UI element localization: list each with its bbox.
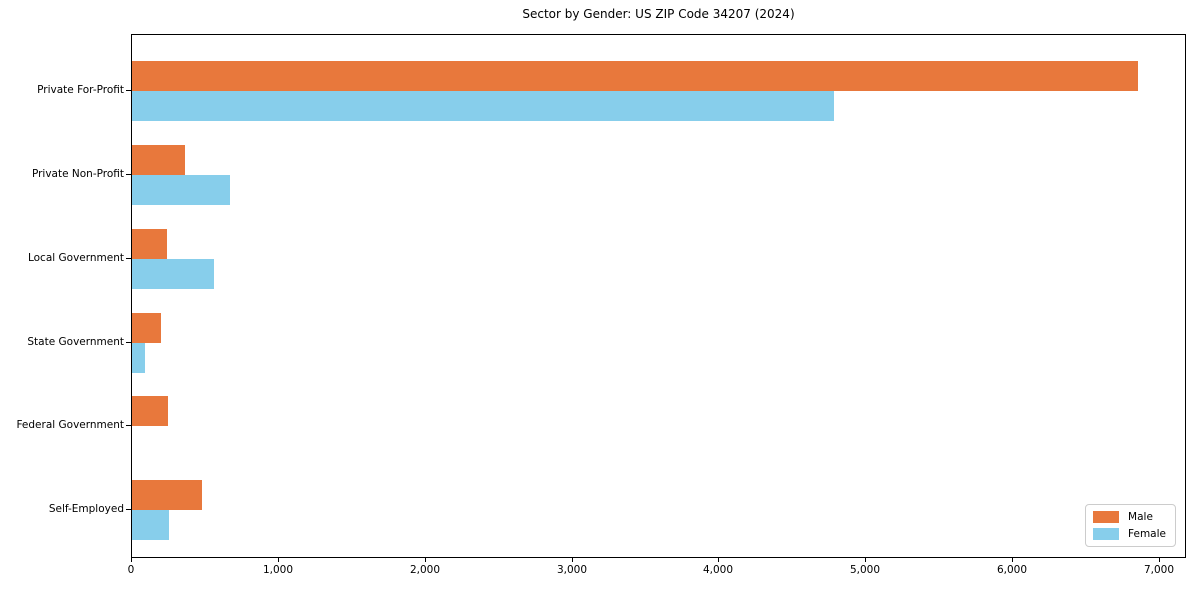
ytick-label-state-government: State Government [27, 336, 124, 348]
ytick-mark-state-government [126, 342, 131, 343]
xtick-label-1000: 1,000 [262, 564, 294, 576]
xtick-label-4000: 4,000 [702, 564, 734, 576]
xtick-label-6000: 6,000 [996, 564, 1028, 576]
ytick-mark-local-government [126, 258, 131, 259]
bar-female-local-government [132, 259, 214, 289]
plot-area: Male Female [131, 34, 1186, 558]
xtick-mark-3000 [572, 558, 573, 562]
xtick-label-5000: 5,000 [849, 564, 881, 576]
bar-male-private-for-profit [132, 61, 1138, 91]
ytick-label-federal-government: Federal Government [16, 419, 124, 431]
xtick-mark-0 [131, 558, 132, 562]
bar-male-federal-government [132, 396, 168, 426]
legend-label-female: Female [1128, 528, 1166, 540]
xtick-mark-5000 [865, 558, 866, 562]
ytick-label-local-government: Local Government [27, 252, 124, 264]
bar-male-private-non-profit [132, 145, 185, 175]
bar-male-self-employed [132, 480, 202, 510]
male-color-swatch [1093, 511, 1120, 523]
xtick-label-2000: 2,000 [409, 564, 441, 576]
chart-legend: Male Female [1085, 504, 1176, 547]
xtick-label-7000: 7,000 [1143, 564, 1175, 576]
legend-entry-female: Female [1093, 528, 1166, 540]
xtick-mark-6000 [1012, 558, 1013, 562]
ytick-label-self-employed: Self-Employed [48, 503, 124, 515]
bar-female-private-non-profit [132, 175, 230, 205]
xtick-mark-1000 [278, 558, 279, 562]
bar-male-state-government [132, 313, 161, 343]
chart-title: Sector by Gender: US ZIP Code 34207 (202… [522, 7, 795, 21]
legend-entry-male: Male [1093, 511, 1166, 523]
xtick-mark-7000 [1159, 558, 1160, 562]
bar-female-private-for-profit [132, 91, 834, 121]
bar-female-self-employed [132, 510, 169, 540]
ytick-mark-private-for-profit [126, 90, 131, 91]
ytick-mark-private-non-profit [126, 174, 131, 175]
legend-label-male: Male [1128, 511, 1153, 523]
xtick-label-0: 0 [127, 564, 135, 576]
ytick-mark-self-employed [126, 509, 131, 510]
bar-female-state-government [132, 343, 145, 373]
female-color-swatch [1093, 528, 1120, 540]
bar-male-local-government [132, 229, 167, 259]
ytick-label-private-non-profit: Private Non-Profit [31, 168, 124, 180]
xtick-mark-2000 [425, 558, 426, 562]
xtick-label-3000: 3,000 [556, 564, 588, 576]
ytick-mark-federal-government [126, 425, 131, 426]
xtick-mark-4000 [718, 558, 719, 562]
ytick-label-private-for-profit: Private For-Profit [37, 84, 124, 96]
